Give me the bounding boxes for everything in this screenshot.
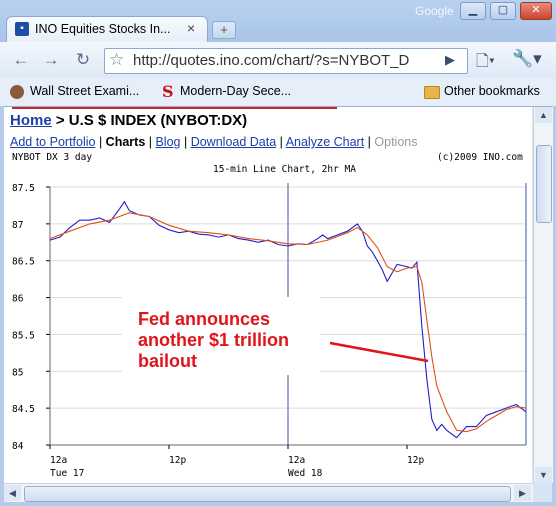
y-tick-label: 84.5 xyxy=(12,404,35,415)
new-tab-button[interactable]: + xyxy=(212,21,236,39)
vertical-scrollbar[interactable]: ▲ ▼ xyxy=(533,107,553,483)
y-tick-label: 84 xyxy=(12,441,24,452)
x-tick-label: 12p xyxy=(169,455,186,466)
bookmark-wall-street[interactable]: Wall Street Exami... xyxy=(30,84,140,98)
window-frame-right xyxy=(552,106,556,506)
options-link: Options xyxy=(374,135,418,149)
x-tick-label: 12a xyxy=(50,455,67,466)
annotation-text: another $1 trillion xyxy=(138,330,289,350)
page-menu-icon[interactable]: 🗋▾ xyxy=(476,53,495,70)
s-logo-icon: S xyxy=(162,82,174,101)
x-tick-sublabel: Tue 17 xyxy=(50,468,84,479)
forward-arrow-icon[interactable]: → xyxy=(42,50,60,69)
page-content: Home > U.S $ INDEX (NYBOT:DX) Add to Por… xyxy=(4,107,532,483)
tab-title: INO Equities Stocks In... xyxy=(35,22,171,36)
x-tick-sublabel: Wed 18 xyxy=(288,468,323,479)
y-tick-label: 85.5 xyxy=(12,330,35,341)
reload-icon[interactable]: ↻ xyxy=(75,50,91,69)
avatar-icon xyxy=(10,85,24,99)
link-separator: | xyxy=(276,135,286,149)
y-tick-label: 87 xyxy=(12,220,23,231)
download-data-link[interactable]: Download Data xyxy=(190,135,277,149)
price-chart: NYBOT DX 3 day 15-min Line Chart, 2hr MA… xyxy=(4,149,532,483)
charts-tab: Charts xyxy=(105,135,146,149)
scroll-left-arrow-icon[interactable]: ◀ xyxy=(4,485,21,501)
vertical-scroll-thumb[interactable] xyxy=(536,145,552,223)
x-tick-label: 12a xyxy=(288,455,305,466)
go-arrow-icon[interactable]: ▶ xyxy=(445,52,455,67)
annotation-box xyxy=(122,297,320,375)
bookmarks-bar: Wall Street Exami... S Modern-Day Sece..… xyxy=(0,78,556,107)
horizontal-scrollbar[interactable]: ◀ ▶ xyxy=(4,483,533,503)
title-bar: ▪ INO Equities Stocks In... × + Google ▁… xyxy=(0,0,556,43)
price-series-line xyxy=(49,200,527,439)
x-tick-label: 12p xyxy=(407,455,424,466)
ino-favicon-icon: ▪ xyxy=(15,22,29,36)
y-tick-label: 86.5 xyxy=(12,257,35,268)
other-bookmarks[interactable]: Other bookmarks xyxy=(444,84,540,98)
star-icon[interactable]: ☆ xyxy=(109,50,125,69)
analyze-chart-link[interactable]: Analyze Chart xyxy=(285,135,365,149)
minimize-button[interactable]: ▁ xyxy=(460,2,486,20)
breadcrumb: Home > U.S $ INDEX (NYBOT:DX) xyxy=(10,112,247,129)
header-rule xyxy=(12,107,337,109)
chart-title: 15-min Line Chart, 2hr MA xyxy=(213,164,356,175)
maximize-button[interactable]: ▢ xyxy=(490,2,516,20)
link-separator: | xyxy=(180,135,191,149)
blog-link[interactable]: Blog xyxy=(155,135,181,149)
link-separator: | xyxy=(145,135,156,149)
annotation-text: Fed announces xyxy=(138,309,270,329)
url-text[interactable]: http://quotes.ino.com/chart/?s=NYBOT_D xyxy=(133,52,410,69)
bookmark-modern-day[interactable]: Modern-Day Sece... xyxy=(180,84,292,98)
add-to-portfolio-link[interactable]: Add to Portfolio xyxy=(10,135,96,149)
moving-average-line xyxy=(49,212,527,433)
page-title: U.S $ INDEX (NYBOT:DX) xyxy=(68,112,248,129)
annotation-arrow xyxy=(329,341,429,363)
chart-header-left: NYBOT DX 3 day xyxy=(12,152,92,163)
window-frame-left xyxy=(0,106,4,506)
brand-label: Google xyxy=(415,4,454,18)
close-window-button[interactable]: ✕ xyxy=(520,2,552,20)
window-frame-bottom xyxy=(0,502,556,506)
link-separator: | xyxy=(364,135,375,149)
y-tick-label: 85 xyxy=(12,367,23,378)
home-link[interactable]: Home xyxy=(10,112,52,129)
browser-tab[interactable]: ▪ INO Equities Stocks In... × xyxy=(6,16,208,43)
breadcrumb-separator: > xyxy=(51,112,69,129)
address-bar[interactable]: ☆ http://quotes.ino.com/chart/?s=NYBOT_D… xyxy=(104,48,468,74)
scroll-up-arrow-icon[interactable]: ▲ xyxy=(535,107,552,123)
wrench-icon[interactable]: 🔧▾ xyxy=(512,49,542,68)
folder-icon xyxy=(424,86,440,99)
scroll-right-arrow-icon[interactable]: ▶ xyxy=(514,485,531,501)
link-separator: | xyxy=(95,135,106,149)
chart-header-right: (c)2009 INO.com xyxy=(437,152,523,163)
tab-close-button[interactable]: × xyxy=(187,20,196,36)
browser-toolbar: ← → ↻ ☆ http://quotes.ino.com/chart/?s=N… xyxy=(0,42,556,78)
horizontal-scroll-thumb[interactable] xyxy=(24,486,511,502)
chart-links: Add to Portfolio | Charts | Blog | Downl… xyxy=(10,135,418,149)
annotation-text: bailout xyxy=(138,351,197,371)
y-tick-label: 87.5 xyxy=(12,183,35,194)
back-arrow-icon[interactable]: ← xyxy=(12,50,30,69)
y-tick-label: 86 xyxy=(12,294,24,305)
chart-svg: NYBOT DX 3 day 15-min Line Chart, 2hr MA… xyxy=(12,152,527,479)
scroll-down-arrow-icon[interactable]: ▼ xyxy=(535,467,552,483)
